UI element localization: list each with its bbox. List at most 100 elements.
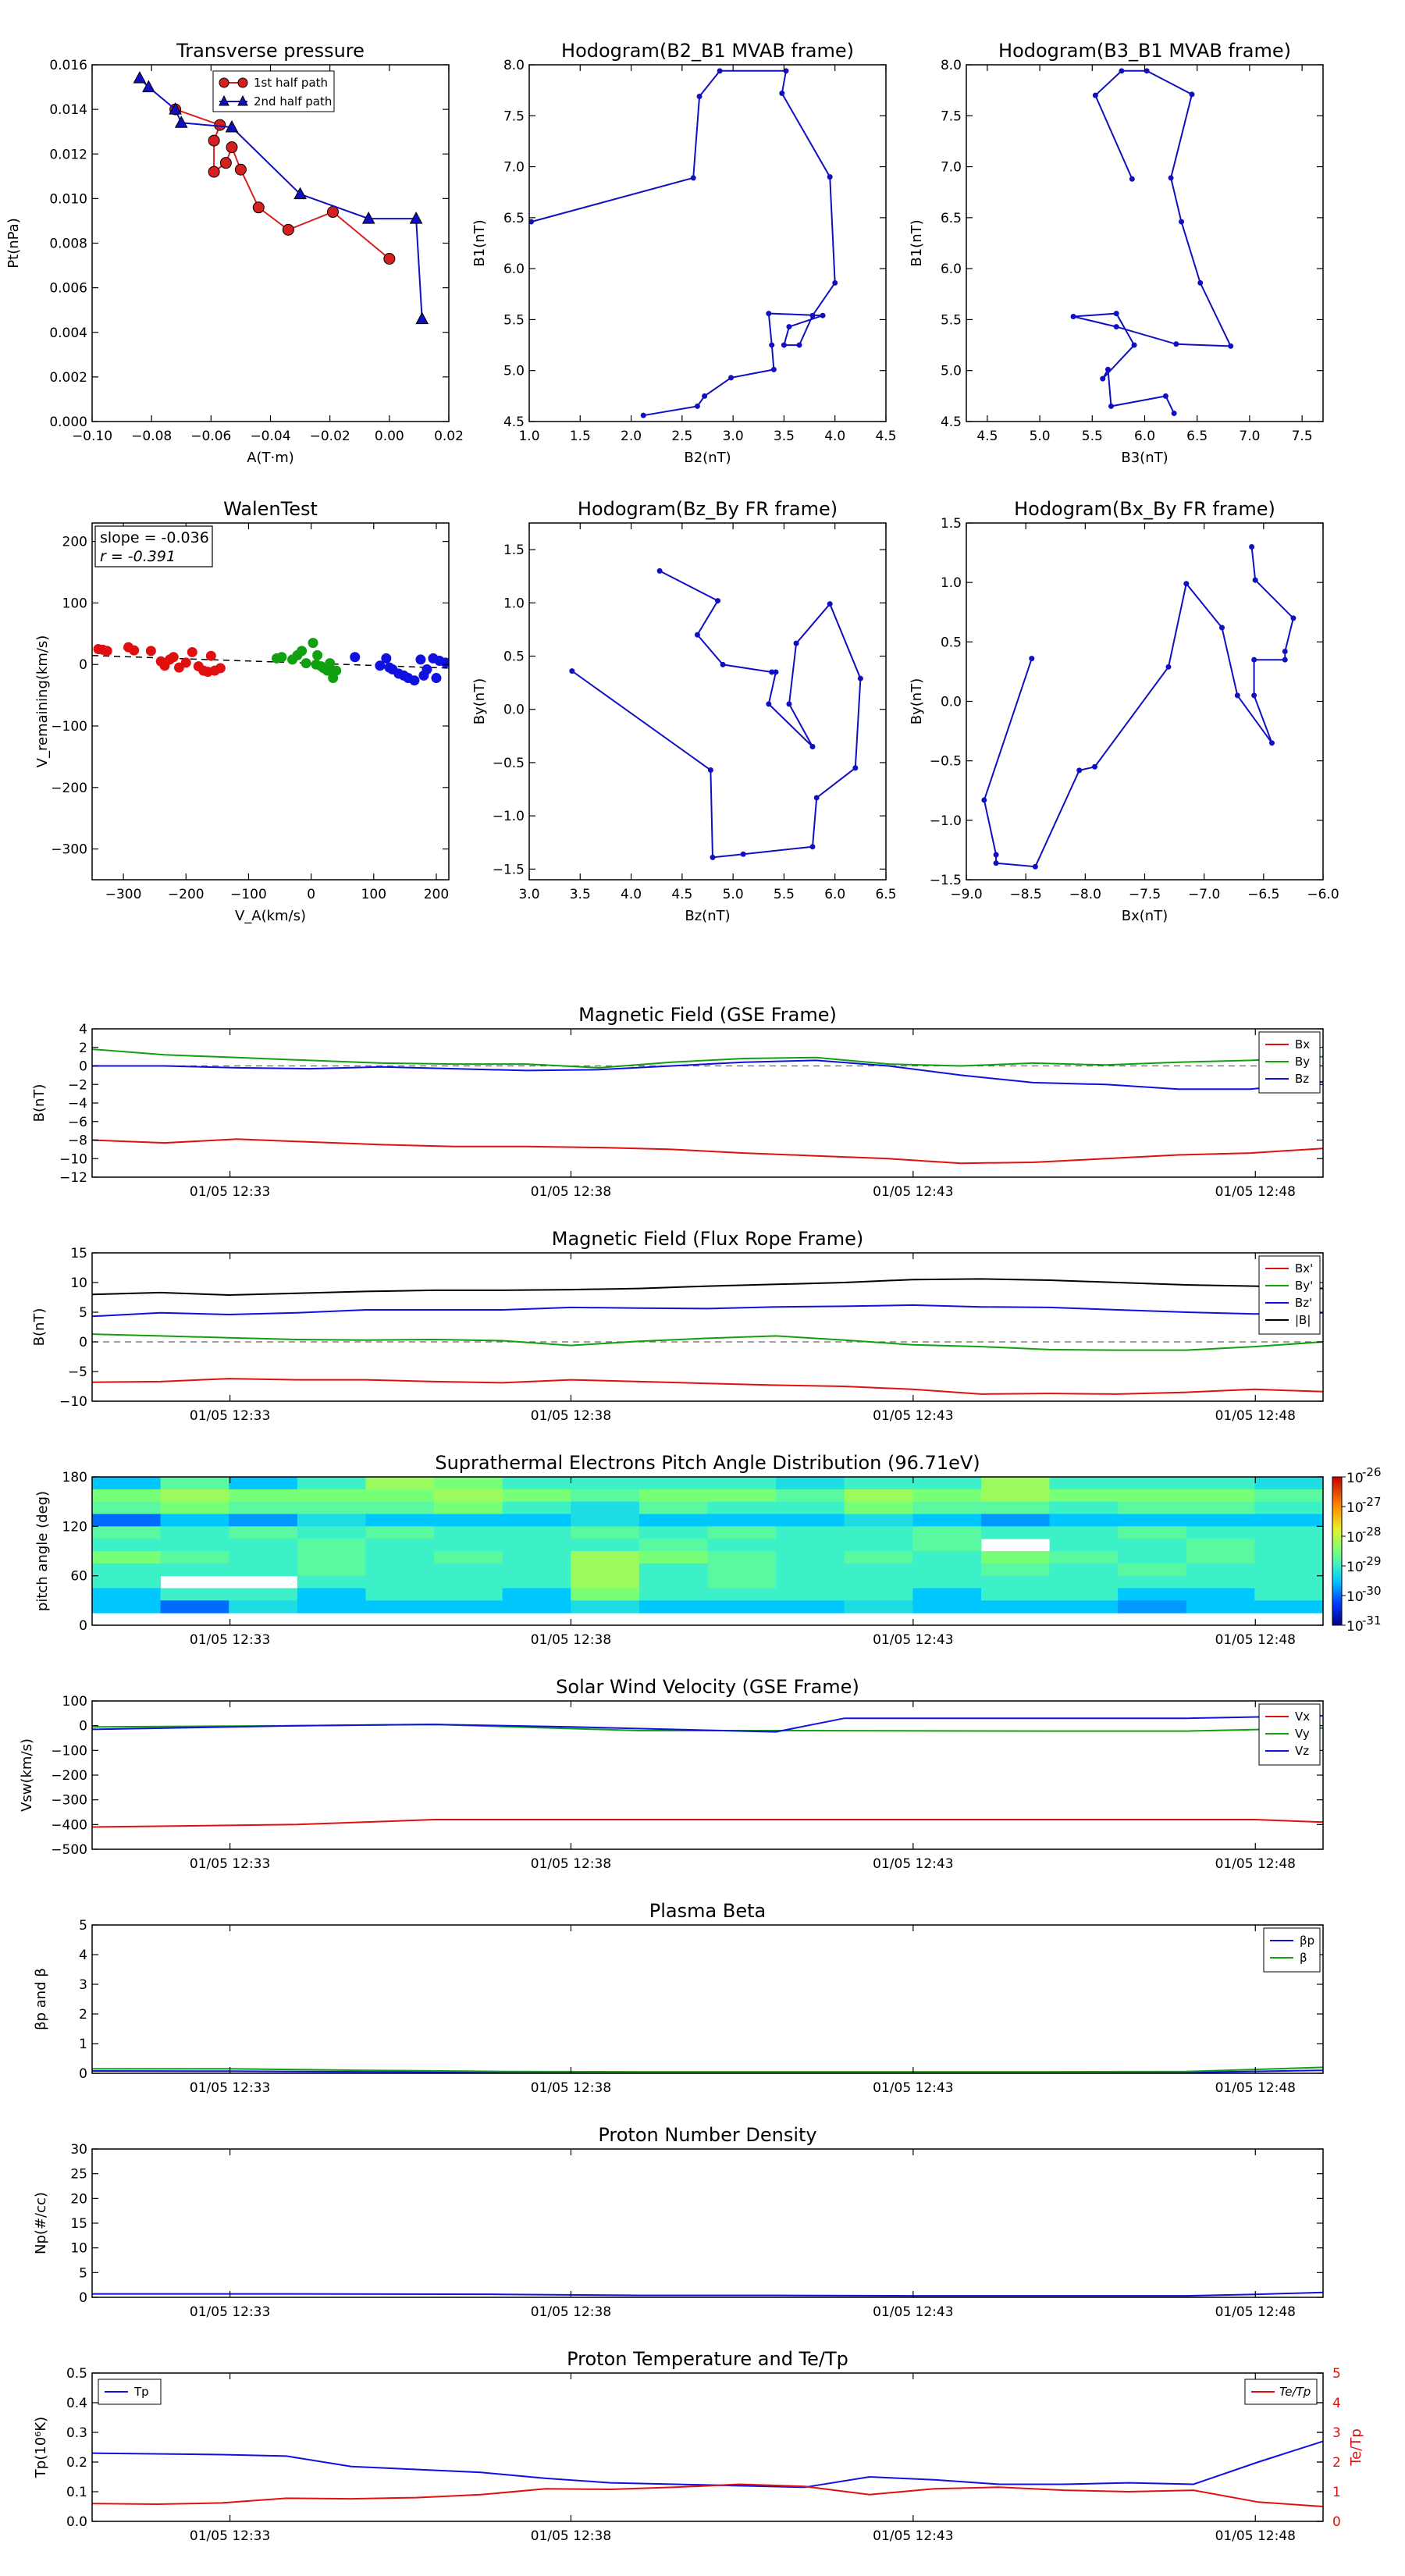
heatmap-cell <box>434 1575 503 1589</box>
heatmap-cell <box>571 1539 640 1552</box>
panel-title: Hodogram(B3_B1 MVAB frame) <box>998 40 1291 62</box>
y-tick-label: 7.5 <box>503 109 525 124</box>
y-tick-label: −12 <box>59 1170 87 1186</box>
y-tick-label: 25 <box>70 2167 87 2183</box>
data-marker <box>383 252 396 265</box>
heatmap-cell <box>1186 1575 1255 1589</box>
time-tick-label: 01/05 12:38 <box>531 2304 611 2320</box>
y-tick-label: 0.008 <box>49 237 87 252</box>
x-tick-label: −100 <box>230 887 267 902</box>
series-line <box>92 1278 1323 1297</box>
heatmap-cell <box>92 1600 162 1614</box>
y-tick-label: 4 <box>79 1948 87 1963</box>
data-point <box>786 701 792 707</box>
data-point <box>993 860 999 866</box>
heatmap-cell <box>1186 1539 1255 1552</box>
y-tick-label: 0.0 <box>66 2514 87 2530</box>
y-tick-label: −6 <box>68 1115 87 1130</box>
data-point <box>740 851 746 857</box>
y-tick-label: −500 <box>51 1842 87 1858</box>
x-tick-label: −0.10 <box>72 429 112 444</box>
panel-np: Proton Number Density 01/05 12:33 01/05 12… <box>33 2124 1324 2320</box>
plot-area <box>92 1715 1323 1828</box>
heatmap-cell <box>638 1575 708 1589</box>
heatmap-cell <box>844 1539 913 1552</box>
legend-marker <box>219 77 229 88</box>
plot-area <box>92 638 449 686</box>
time-tick-label: 01/05 12:38 <box>531 2080 611 2096</box>
x-tick-label: −0.08 <box>131 429 172 444</box>
heatmap-cell <box>365 1600 435 1614</box>
heatmap-cell <box>1118 1514 1187 1527</box>
plot-area <box>1070 68 1234 417</box>
time-tick-label: 01/05 12:33 <box>190 1856 270 1872</box>
y-axis-label: pitch angle (deg) <box>34 1491 51 1611</box>
data-point <box>276 652 287 663</box>
data-point <box>1171 411 1177 417</box>
colorbar <box>1332 1476 1343 1626</box>
heatmap-cell <box>1049 1563 1119 1577</box>
x-tick-label: 6.5 <box>875 887 896 902</box>
panel-title: Plasma Beta <box>649 1900 766 1922</box>
heatmap-cell <box>707 1526 777 1539</box>
time-tick-label: 01/05 12:48 <box>1215 1856 1296 1872</box>
data-marker <box>174 116 188 128</box>
y-tick-label: 0 <box>79 2290 87 2306</box>
data-point <box>827 601 833 607</box>
x-axis-label: B3(nT) <box>1121 450 1168 466</box>
y-axis-label: By(nT) <box>909 678 925 724</box>
data-point <box>129 645 140 656</box>
series-line <box>92 1715 1323 1733</box>
x-tick-label: 6.5 <box>1186 429 1208 444</box>
heatmap-cell <box>1186 1526 1255 1539</box>
x-tick-label: −7.0 <box>1188 887 1220 902</box>
heatmap-cell <box>844 1489 913 1503</box>
y-tick-label: 5 <box>79 1305 87 1321</box>
data-point <box>1183 581 1190 587</box>
y-tick-label: 1.5 <box>941 516 962 532</box>
data-point <box>1100 375 1106 382</box>
plot-area <box>92 2291 1323 2297</box>
legend-label: Vx <box>1295 1710 1310 1724</box>
heatmap-cell <box>160 1539 229 1552</box>
heatmap-cell <box>160 1588 229 1601</box>
y-tick-label: 0 <box>79 1059 87 1075</box>
heatmap-cell <box>502 1501 571 1514</box>
y-tick-label: 7.0 <box>503 160 525 176</box>
panel-title: Hodogram(B2_B1 MVAB frame) <box>561 40 854 62</box>
data-point <box>1252 577 1258 583</box>
y-tick-label: 5 <box>79 1918 87 1934</box>
heatmap-cell <box>229 1489 298 1503</box>
axes-frame <box>91 1924 1324 2074</box>
colorbar-base: 10 <box>1346 1560 1364 1575</box>
colorbar-exponent: -28 <box>1362 1525 1382 1539</box>
time-tick-label: 01/05 12:43 <box>873 2080 953 2096</box>
x-tick-label: −7.5 <box>1129 887 1161 902</box>
x-axis-label: Bx(nT) <box>1122 908 1168 924</box>
data-marker <box>219 157 232 169</box>
x-tick-label: 4.5 <box>875 429 896 444</box>
data-point <box>308 638 318 649</box>
series-line <box>92 1304 1323 1318</box>
heatmap-cell <box>434 1563 503 1577</box>
axes-frame <box>91 1028 1324 1178</box>
panel-title: Hodogram(Bz_By FR frame) <box>578 498 838 520</box>
heatmap-cell <box>297 1563 366 1577</box>
heatmap-cell <box>297 1477 366 1490</box>
heatmap-cell <box>160 1514 229 1527</box>
heatmap-cell <box>160 1477 229 1490</box>
x-tick-label: 6.0 <box>1134 429 1155 444</box>
time-tick-label: 01/05 12:33 <box>190 1632 270 1648</box>
panel-hodo3: Hodogram(Bz_By FR frame) 3.0 3.5 4.0 4.5 5.0 5… <box>471 498 897 924</box>
data-point <box>440 657 449 668</box>
data-marker <box>252 201 265 214</box>
y-tick-label: 0 <box>79 2066 87 2082</box>
heatmap-cell <box>1049 1489 1119 1503</box>
heatmap-cell <box>844 1514 913 1527</box>
heatmap-cell <box>980 1501 1051 1514</box>
x-tick-label: 7.0 <box>1239 429 1260 444</box>
y-tick-label: −0.5 <box>930 754 962 770</box>
x-tick-label: 0.00 <box>375 429 404 444</box>
panel-tp2: Proton Temperature and Te/Tp 01/05 12:33 0… <box>33 2348 1364 2544</box>
data-point <box>1092 763 1098 770</box>
